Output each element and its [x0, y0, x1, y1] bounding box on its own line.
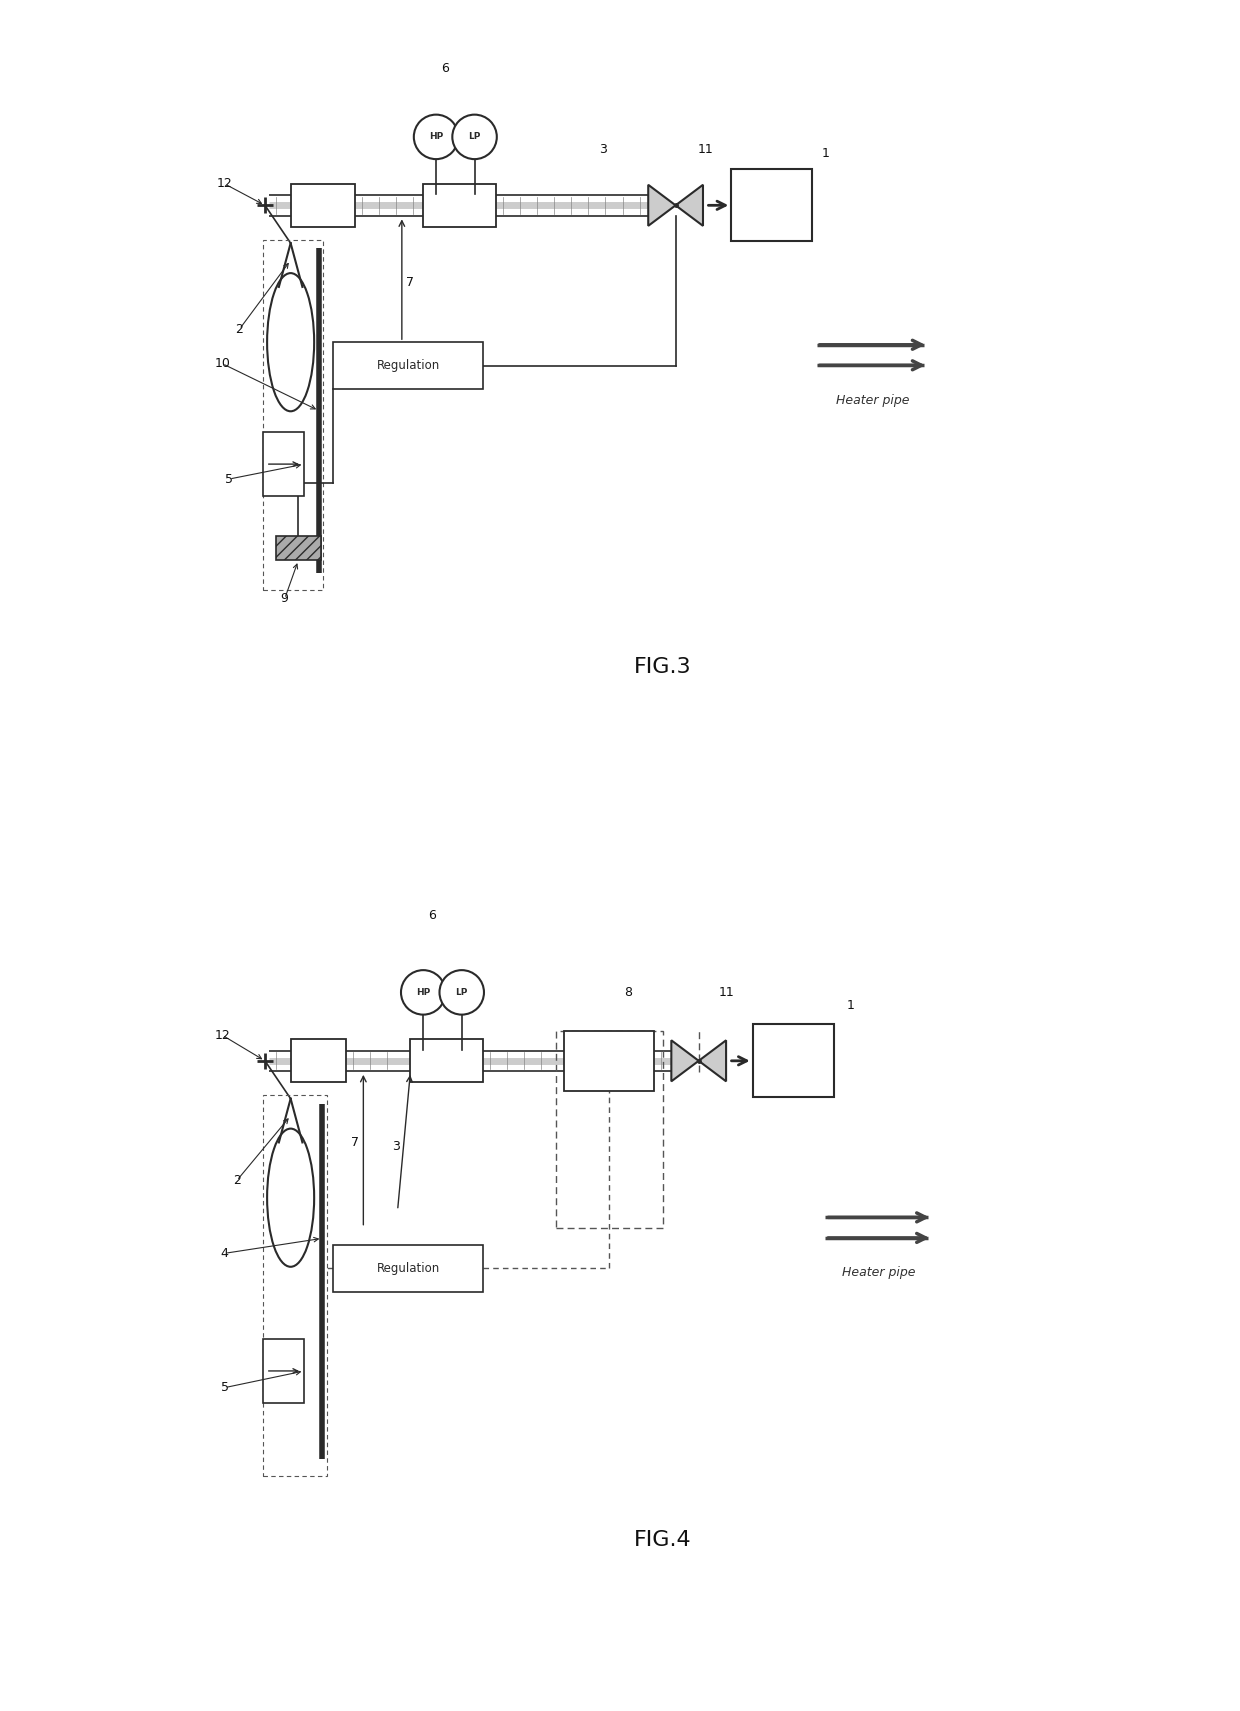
Text: 8: 8 — [625, 986, 632, 999]
Bar — [263, 433, 304, 496]
Bar — [290, 1039, 346, 1083]
Text: 7: 7 — [407, 275, 414, 289]
Bar — [556, 1030, 662, 1228]
Text: Heater pipe: Heater pipe — [842, 1266, 915, 1280]
Text: 12: 12 — [217, 178, 233, 190]
Bar — [263, 1095, 326, 1475]
Text: Regulation: Regulation — [377, 1261, 440, 1275]
Text: 2: 2 — [233, 1174, 241, 1187]
Text: HP: HP — [417, 987, 430, 998]
Text: 10: 10 — [215, 358, 231, 370]
Bar — [334, 342, 484, 390]
Text: LP: LP — [455, 987, 467, 998]
Text: 1: 1 — [847, 999, 854, 1011]
Text: 3: 3 — [392, 1140, 399, 1153]
Circle shape — [414, 115, 459, 159]
Text: 5: 5 — [224, 472, 233, 486]
Circle shape — [401, 970, 445, 1015]
Bar — [263, 1338, 304, 1403]
Text: 11: 11 — [698, 144, 713, 156]
Text: 2: 2 — [236, 323, 243, 335]
Text: 3: 3 — [599, 144, 606, 156]
Ellipse shape — [267, 1129, 314, 1266]
Bar — [277, 537, 321, 561]
Text: 4: 4 — [221, 1247, 228, 1259]
Bar — [334, 1246, 484, 1292]
Text: 1: 1 — [821, 147, 830, 161]
Bar — [423, 185, 496, 228]
Text: FIG.3: FIG.3 — [634, 657, 692, 678]
Polygon shape — [698, 1040, 727, 1081]
Circle shape — [453, 115, 497, 159]
Text: HP: HP — [429, 132, 443, 142]
Circle shape — [439, 970, 484, 1015]
Bar — [564, 1030, 655, 1092]
Polygon shape — [671, 1040, 698, 1081]
Text: Regulation: Regulation — [377, 359, 440, 373]
Text: 9: 9 — [280, 592, 289, 606]
Polygon shape — [649, 185, 676, 226]
Text: 6: 6 — [428, 909, 435, 922]
Bar — [753, 1023, 833, 1097]
Polygon shape — [676, 185, 703, 226]
Ellipse shape — [267, 274, 314, 411]
Text: FIG.4: FIG.4 — [634, 1530, 692, 1550]
Text: 6: 6 — [440, 62, 449, 75]
Text: 11: 11 — [719, 986, 735, 999]
Text: Heater pipe: Heater pipe — [836, 394, 909, 407]
Bar — [290, 185, 355, 228]
Text: 5: 5 — [221, 1381, 228, 1394]
Text: 12: 12 — [215, 1028, 231, 1042]
Text: 7: 7 — [351, 1136, 358, 1148]
Text: LP: LP — [469, 132, 481, 142]
Bar — [410, 1039, 484, 1083]
Bar — [732, 169, 812, 241]
Bar — [263, 240, 324, 590]
